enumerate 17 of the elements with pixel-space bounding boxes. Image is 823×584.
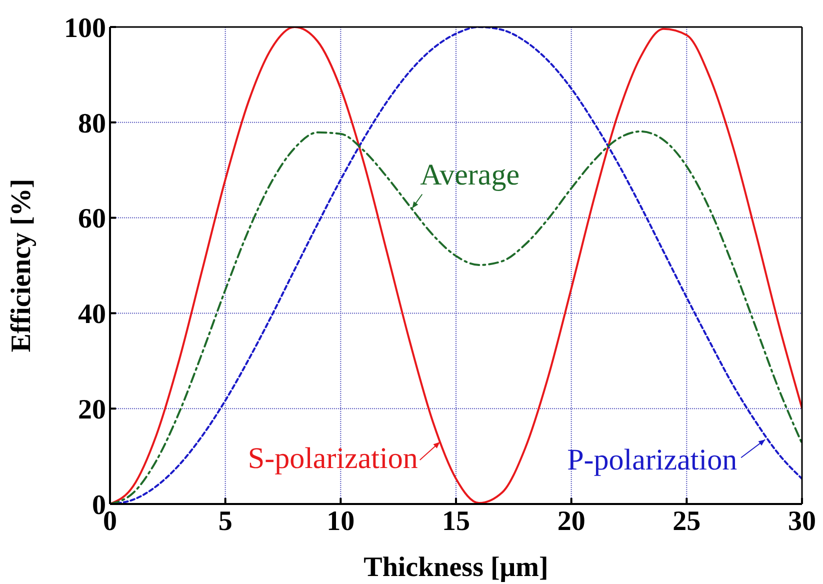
y-tick-label: 40: [78, 299, 106, 330]
y-tick-label: 60: [78, 204, 106, 235]
x-tick-label: 20: [557, 506, 586, 537]
x-axis-title: Thickness [μm]: [364, 552, 548, 583]
y-axis-title: Efficiency [%]: [6, 178, 37, 352]
line-series: [110, 27, 802, 504]
x-tick-label: 10: [326, 506, 355, 537]
x-tick-label: 25: [672, 506, 701, 537]
x-tick-label: 15: [442, 506, 470, 537]
annotation: Average: [420, 158, 520, 192]
annotation: P-polarization: [567, 444, 738, 477]
y-tick-label: 80: [78, 108, 106, 140]
annotation: S-polarization: [248, 442, 418, 475]
y-tick-label: 100: [64, 12, 106, 44]
y-tick-label: 20: [78, 394, 106, 426]
x-tick-label: 30: [788, 506, 816, 537]
x-tick-label: 5: [218, 506, 232, 537]
